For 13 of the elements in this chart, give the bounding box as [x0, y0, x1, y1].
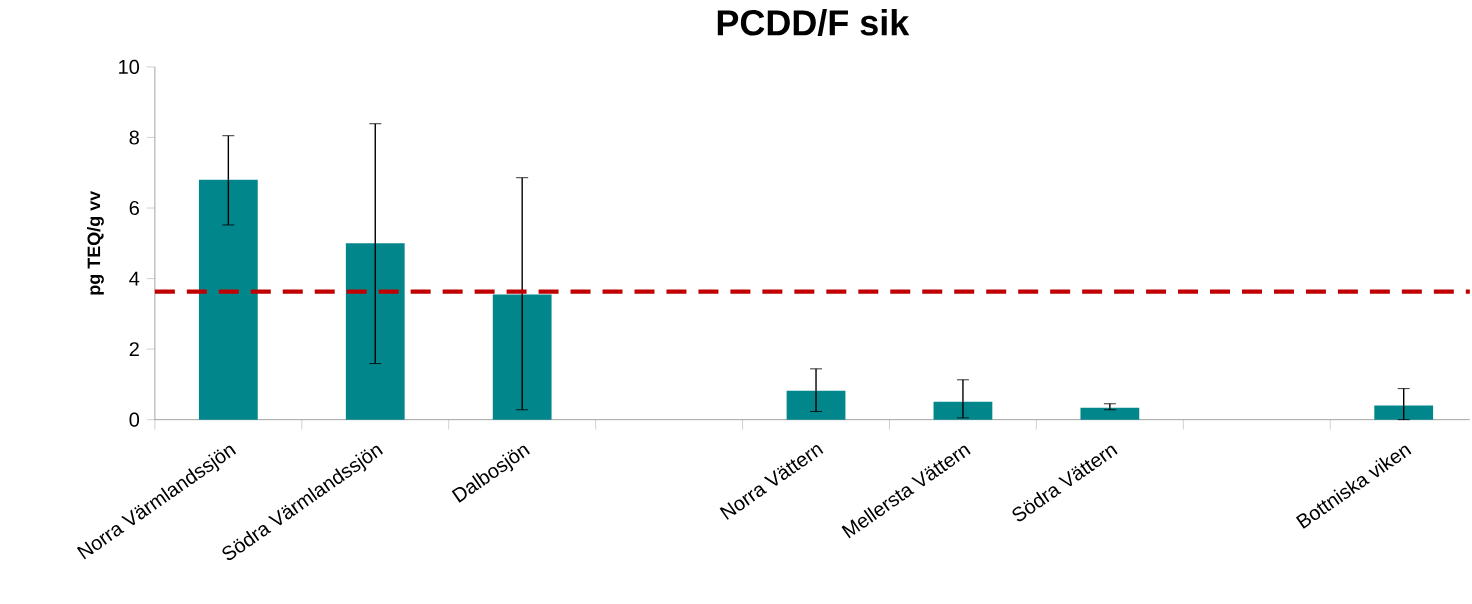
bar	[1374, 405, 1434, 420]
y-axis-title: pg TEQ/g vv	[87, 191, 104, 295]
y-tick-label: 6	[129, 201, 139, 216]
y-tick-label: 8	[129, 130, 139, 145]
y-tick-label: 2	[129, 342, 139, 357]
bar	[198, 180, 258, 420]
y-tick-label: 4	[129, 271, 140, 286]
chart-title: PCDD/F sik	[717, 9, 910, 37]
bar	[933, 401, 993, 420]
y-tick-label: 0	[129, 412, 140, 427]
bar	[1080, 407, 1140, 420]
y-tick-label: 10	[119, 60, 140, 75]
bar	[786, 390, 846, 420]
